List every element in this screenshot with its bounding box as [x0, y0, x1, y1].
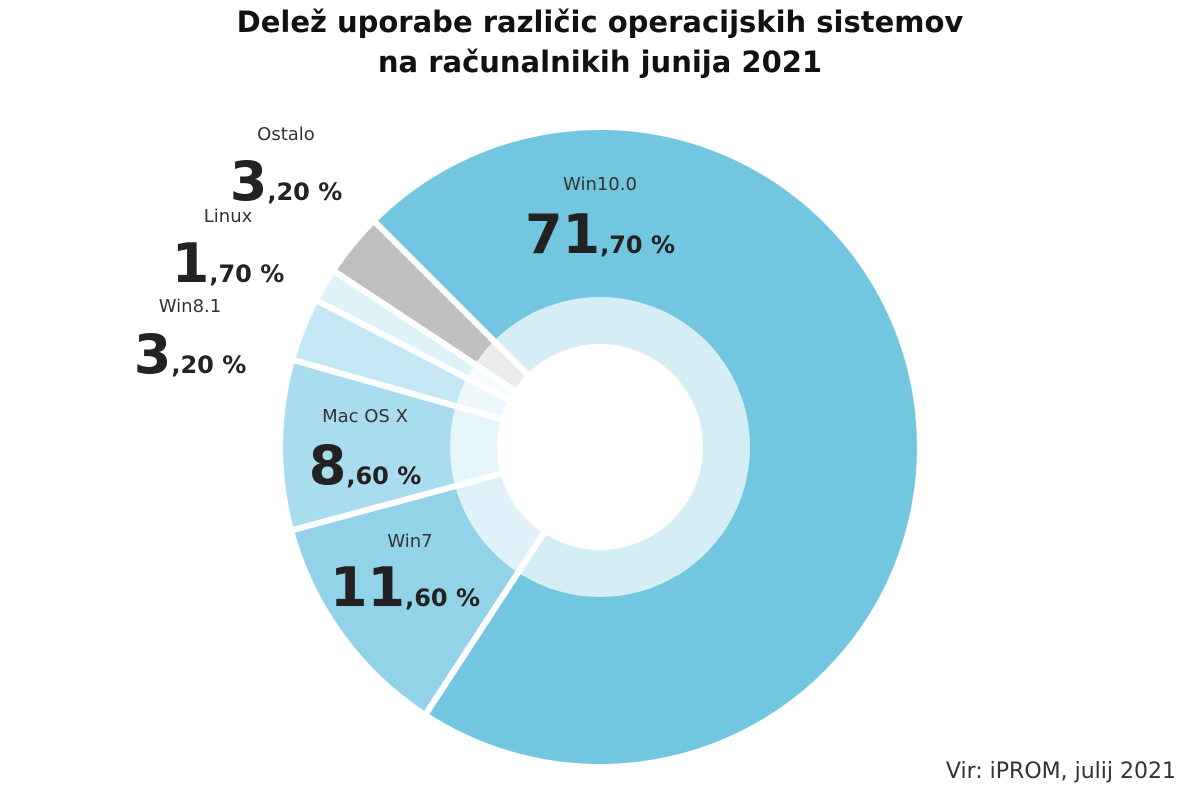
- chart-title: na računalnikih junija 2021: [378, 45, 822, 79]
- category-label: Ostalo: [257, 124, 315, 145]
- category-label: Win7: [387, 531, 432, 552]
- category-label: Linux: [204, 206, 253, 227]
- source: Vir: iPROM, julij 2021: [946, 759, 1176, 784]
- value-label: 1,70 %: [172, 232, 285, 295]
- hole: [497, 344, 703, 550]
- value-label: 3,20 %: [230, 150, 343, 213]
- value-label: 71,70 %: [525, 203, 675, 266]
- donut: [277, 124, 923, 770]
- value-label: 8,60 %: [309, 434, 422, 497]
- category-label: Win10.0: [563, 174, 637, 195]
- value-label: 11,60 %: [330, 556, 480, 619]
- category-label: Win8.1: [159, 296, 221, 317]
- value-label: 3,20 %: [134, 323, 247, 386]
- slice: [277, 355, 612, 535]
- category-label: Mac OS X: [322, 406, 408, 427]
- chart-title: Delež uporabe različic operacijskih sist…: [237, 5, 964, 39]
- labels: Win10.0 71,70 % Win7 11,60 % Mac OS X 8,60 % W…: [134, 124, 675, 619]
